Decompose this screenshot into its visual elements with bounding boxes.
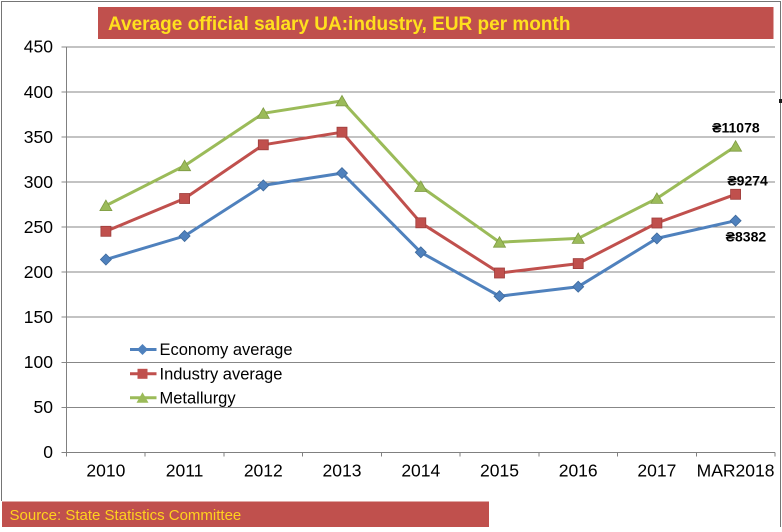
svg-text:2017: 2017 [637, 461, 676, 481]
svg-text:450: 450 [24, 37, 53, 57]
svg-text:200: 200 [24, 262, 53, 282]
svg-text:2012: 2012 [244, 461, 283, 481]
svg-text:350: 350 [24, 127, 53, 147]
svg-text:300: 300 [24, 172, 53, 192]
svg-text:Industry average: Industry average [160, 365, 283, 383]
svg-text:₴9274: ₴9274 [727, 172, 768, 188]
svg-text:2013: 2013 [323, 461, 362, 481]
svg-text:Metallurgy: Metallurgy [160, 389, 237, 407]
svg-text:2014: 2014 [401, 461, 440, 481]
svg-text:₴8382: ₴8382 [726, 228, 767, 244]
svg-text:2016: 2016 [559, 461, 598, 481]
svg-text:Average official salary UA:ind: Average official salary UA:industry, EUR… [108, 14, 570, 35]
svg-text:Economy average: Economy average [160, 341, 293, 359]
svg-text:150: 150 [24, 307, 53, 327]
svg-text:₴11078: ₴11078 [712, 119, 760, 135]
svg-text:2015: 2015 [480, 461, 519, 481]
svg-text:400: 400 [24, 82, 53, 102]
svg-text:100: 100 [24, 352, 53, 372]
svg-text:Source: State Statistics Commi: Source: State Statistics Committee [10, 507, 242, 524]
svg-text:MAR2018: MAR2018 [697, 461, 775, 481]
svg-text:2010: 2010 [86, 461, 125, 481]
svg-text:0: 0 [43, 442, 53, 462]
svg-text:250: 250 [24, 217, 53, 237]
svg-text:2011: 2011 [166, 461, 204, 481]
svg-text:50: 50 [34, 397, 54, 417]
